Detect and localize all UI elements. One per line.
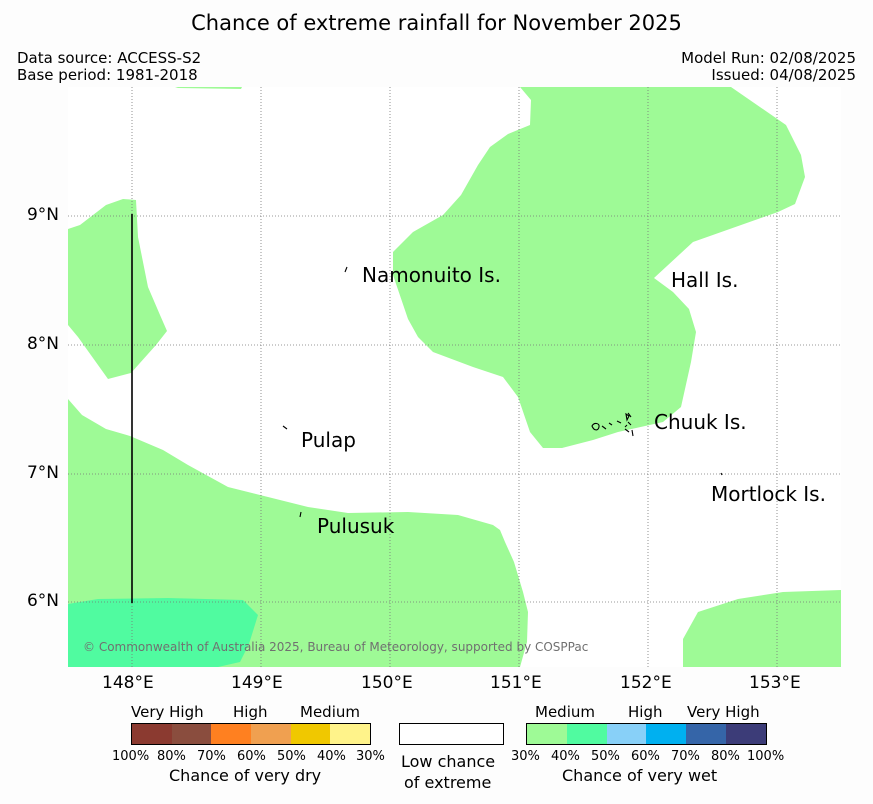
wet-category-medium: Medium	[535, 703, 595, 721]
mortlock-island-shape	[720, 472, 723, 476]
low-chance-label-line1: Low chance	[401, 752, 496, 771]
wet-swatch-80-100	[726, 724, 766, 744]
lat-tick-7n: 7°N	[26, 463, 59, 483]
lon-tick-148e: 148°E	[102, 673, 154, 693]
wet-pct-40: 40%	[551, 749, 580, 764]
wet-category-high: High	[628, 703, 663, 721]
wet-swatch-60-70	[646, 724, 687, 744]
wet-colorbar	[526, 723, 767, 745]
wet-medium-region-southeast	[683, 590, 841, 667]
wet-medium-region-top-sliver	[175, 87, 242, 89]
map-canvas	[68, 87, 841, 667]
dry-pct-80: 80%	[157, 749, 186, 764]
dry-pct-50: 50%	[277, 749, 306, 764]
low-chance-label-line2: of extreme	[404, 773, 492, 792]
lon-tick-152e: 152°E	[620, 673, 672, 693]
lon-tick-151e: 151°E	[490, 673, 542, 693]
wet-medium-region-northeast	[393, 87, 805, 448]
dry-pct-30: 30%	[356, 749, 385, 764]
label-pulap: Pulap	[301, 428, 356, 452]
wet-pct-80: 80%	[711, 749, 740, 764]
dry-swatch-50-60	[251, 724, 291, 744]
label-mortlock: Mortlock Is.	[711, 482, 826, 506]
model-run: Model Run: 02/08/2025	[681, 49, 856, 67]
wet-pct-100: 100%	[747, 749, 785, 764]
dry-pct-40: 40%	[317, 749, 346, 764]
namonuito-island-shape	[344, 266, 348, 273]
wet-swatch-70-80	[686, 724, 727, 744]
lat-tick-9n: 9°N	[26, 205, 59, 225]
dry-swatch-40-50	[290, 724, 331, 744]
map-panel[interactable]: Namonuito Is. Hall Is. Pulap Chuuk Is. M…	[68, 87, 841, 667]
label-chuuk: Chuuk Is.	[654, 410, 747, 434]
wet-swatch-30-40	[527, 724, 567, 744]
lon-tick-149e: 149°E	[231, 673, 283, 693]
label-hall: Hall Is.	[671, 268, 739, 292]
wet-medium-region-northwest	[68, 199, 167, 379]
wet-swatch-40-50	[566, 724, 607, 744]
wet-legend-title: Chance of very wet	[562, 766, 718, 785]
dry-pct-70: 70%	[197, 749, 226, 764]
wet-pct-30: 30%	[511, 749, 540, 764]
low-chance-swatch	[399, 723, 504, 745]
wet-pct-50: 50%	[591, 749, 620, 764]
wet-pct-60: 60%	[631, 749, 660, 764]
pulusuk-island-shape	[299, 511, 302, 518]
dry-swatch-30-40	[330, 724, 371, 744]
dry-category-high: High	[233, 703, 268, 721]
map-title: Chance of extreme rainfall for November …	[191, 11, 682, 35]
dry-pct-60: 60%	[237, 749, 266, 764]
wet-swatch-50-60	[606, 724, 647, 744]
label-pulusuk: Pulusuk	[317, 514, 395, 538]
wet-medium-high-region	[68, 598, 258, 667]
issued-date: Issued: 04/08/2025	[711, 66, 856, 84]
dry-swatch-70-80	[171, 724, 212, 744]
label-namonuito: Namonuito Is.	[362, 263, 501, 287]
lat-tick-8n: 8°N	[26, 334, 59, 354]
wet-pct-70: 70%	[671, 749, 700, 764]
lon-tick-150e: 150°E	[361, 673, 413, 693]
dry-category-medium: Medium	[300, 703, 360, 721]
dry-legend-title: Chance of very dry	[169, 766, 322, 785]
lat-tick-6n: 6°N	[26, 591, 59, 611]
dry-pct-100: 100%	[112, 749, 150, 764]
dry-swatch-60-70	[211, 724, 252, 744]
lon-tick-153e: 153°E	[749, 673, 801, 693]
pulap-island-shape	[282, 425, 288, 430]
dry-category-very-high: Very High	[131, 703, 204, 721]
wet-category-very-high: Very High	[687, 703, 760, 721]
base-period: Base period: 1981-2018	[17, 66, 198, 84]
data-source: Data source: ACCESS-S2	[17, 49, 202, 67]
dry-colorbar	[131, 723, 371, 745]
chuuk-lagoon-shape	[591, 412, 634, 437]
copyright-notice: © Commonwealth of Australia 2025, Bureau…	[83, 640, 589, 654]
dry-swatch-80-100	[132, 724, 172, 744]
